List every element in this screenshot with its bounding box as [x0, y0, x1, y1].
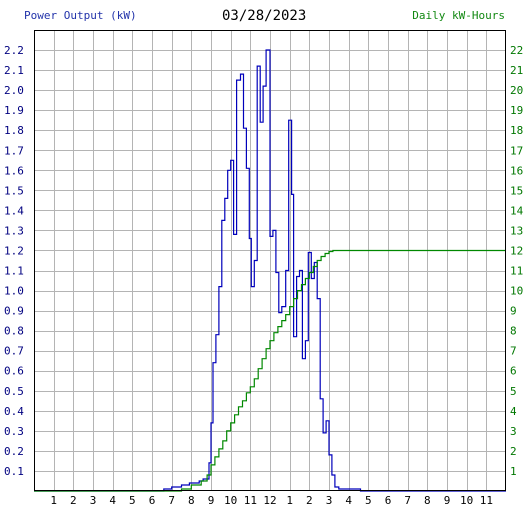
y-right-tick-label: 11: [510, 265, 523, 278]
y-right-tick-label: 14: [510, 204, 524, 217]
x-tick-label: 2: [70, 494, 77, 507]
x-tick-label: 1: [286, 494, 293, 507]
y-right-tick-label: 8: [510, 325, 517, 338]
y-right-tick-label: 4: [510, 405, 517, 418]
x-tick-label: 5: [129, 494, 136, 507]
x-tick-label: 12: [263, 494, 276, 507]
x-tick-label: 8: [424, 494, 431, 507]
chart-frame: [34, 30, 506, 491]
y-right-tick-label: 9: [510, 305, 517, 318]
x-tick-label: 9: [208, 494, 215, 507]
y-left-tick-label: 0.6: [4, 365, 24, 378]
y-right-tick-label: 6: [510, 365, 517, 378]
x-tick-label: 2: [306, 494, 313, 507]
y-left-tick-label: 0.1: [4, 465, 24, 478]
x-tick-label: 8: [188, 494, 195, 507]
x-tick-label: 4: [345, 494, 352, 507]
y-right-tick-label: 22: [510, 44, 523, 57]
y-right-tick-label: 16: [510, 164, 523, 177]
y-right-tick-label: 2: [510, 445, 517, 458]
y-right-tick-label: 1: [510, 465, 517, 478]
y-left-tick-label: 1.5: [4, 184, 24, 197]
x-tick-label: 3: [90, 494, 97, 507]
chart-grid: [34, 30, 506, 491]
y-right-tick-label: 21: [510, 64, 523, 77]
x-tick-label: 6: [385, 494, 392, 507]
y-left-tick-label: 2.0: [4, 84, 24, 97]
y-right-tick-label: 20: [510, 84, 523, 97]
y-right-tick-label: 10: [510, 285, 523, 298]
y-left-tick-label: 1.3: [4, 224, 24, 237]
y-left-tick-label: 1.4: [4, 204, 24, 217]
y-left-tick-label: 0.4: [4, 405, 24, 418]
x-tick-label: 11: [244, 494, 257, 507]
x-tick-label: 10: [460, 494, 473, 507]
y-right-tick-label: 3: [510, 425, 517, 438]
x-tick-label: 10: [224, 494, 237, 507]
plot-border: [34, 30, 506, 491]
y-right-tick-label: 7: [510, 345, 517, 358]
chart-date-title: 03/28/2023: [222, 8, 307, 24]
y-right-tick-label: 19: [510, 104, 523, 117]
y-left-tick-label: 1.0: [4, 285, 24, 298]
y-left-tick-label: 0.7: [4, 345, 24, 358]
y-left-tick-label: 1.7: [4, 144, 24, 157]
y-right-tick-label: 18: [510, 124, 523, 137]
power-output-series-line: [34, 49, 506, 492]
y-right-tick-label: 5: [510, 385, 517, 398]
y-right-tick-label: 15: [510, 184, 523, 197]
x-tick-label: 9: [444, 494, 451, 507]
x-tick-label: 11: [480, 494, 493, 507]
y-left-tick-label: 1.1: [4, 265, 24, 278]
y-left-tick-label: 1.8: [4, 124, 24, 137]
x-tick-label: 5: [365, 494, 372, 507]
x-tick-label: 3: [326, 494, 333, 507]
y-left-tick-label: 2.2: [4, 44, 24, 57]
daily-kwh-series-line: [34, 249, 506, 492]
y-left-tick-label: 0.2: [4, 445, 24, 458]
chart-series: [34, 49, 506, 492]
y-right-tick-label: 13: [510, 224, 523, 237]
right-axis-title: Daily kW-Hours: [412, 9, 505, 22]
x-tick-label: 4: [109, 494, 116, 507]
y-left-tick-label: 0.5: [4, 385, 24, 398]
y-left-tick-label: 0.3: [4, 425, 24, 438]
x-tick-label: 7: [404, 494, 411, 507]
y-right-tick-label: 17: [510, 144, 523, 157]
y-left-tick-label: 1.6: [4, 164, 24, 177]
y-left-tick-label: 2.1: [4, 64, 24, 77]
y-left-tick-label: 0.9: [4, 305, 24, 318]
x-tick-label: 6: [149, 494, 156, 507]
chart-tick-labels: 0.1 0.2 0.3 0.4 0.5 0.6 0.7 0.8 0.9 1.0 1.1 1.2 1.3 1…: [4, 44, 524, 507]
y-left-tick-label: 1.9: [4, 104, 24, 117]
y-left-tick-label: 1.2: [4, 244, 24, 257]
x-tick-label: 7: [168, 494, 175, 507]
y-right-tick-label: 12: [510, 244, 523, 257]
y-left-tick-label: 0.8: [4, 325, 24, 338]
left-axis-title: Power Output (kW): [24, 9, 137, 22]
x-tick-label: 1: [50, 494, 57, 507]
